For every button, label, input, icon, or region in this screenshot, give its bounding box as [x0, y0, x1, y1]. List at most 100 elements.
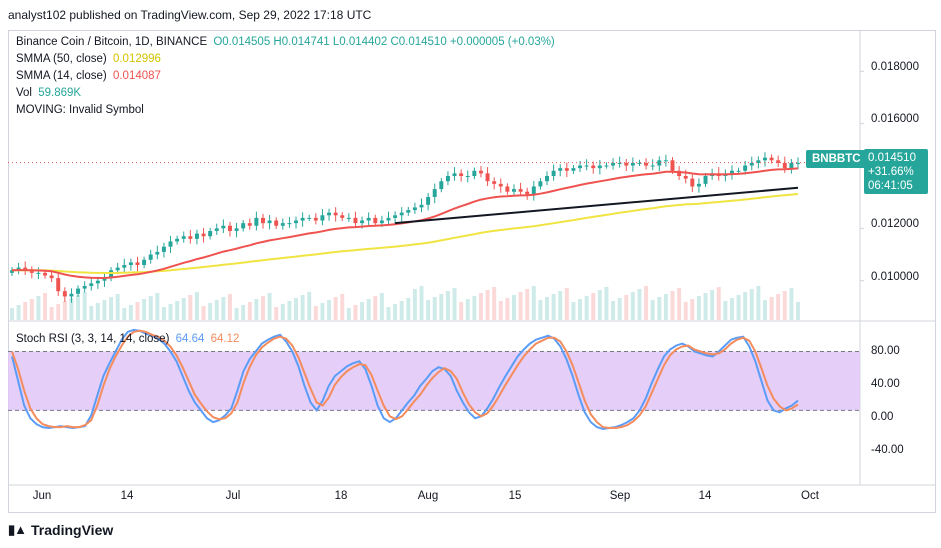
volume-bar: [505, 298, 510, 320]
candle-body: [261, 217, 265, 224]
candle-body: [221, 225, 226, 229]
candle-body: [227, 225, 232, 231]
volume-bar: [604, 287, 609, 320]
candle-body: [148, 254, 153, 260]
candle-body: [274, 220, 279, 226]
volume-bar: [287, 301, 292, 320]
volume-bar: [584, 296, 589, 320]
volume-bar: [459, 302, 464, 320]
volume-bar: [782, 291, 787, 320]
candle-body: [439, 181, 444, 190]
tradingview-logo[interactable]: ▮▲ TradingView: [8, 522, 113, 538]
candle-body: [796, 162, 800, 164]
vol-value: 59.869K: [38, 87, 82, 99]
candle-body: [201, 233, 206, 237]
volume-bar: [478, 293, 483, 320]
candle-body: [29, 270, 34, 273]
volume-bar: [564, 288, 569, 320]
chart-frame: [8, 30, 936, 513]
candle-body: [95, 280, 100, 284]
volume-bar: [710, 290, 715, 320]
candle-body: [254, 217, 259, 226]
candle-body: [459, 173, 464, 176]
volume-bar: [749, 289, 754, 320]
candle-body: [644, 162, 649, 166]
volume-bar: [241, 305, 246, 320]
volume-bar: [294, 298, 298, 320]
volume-bar: [161, 307, 166, 320]
x-tick-label: Sep: [609, 490, 631, 502]
legend-symbol-row: Binance Coin / Bitcoin, 1D, BINANCE O0.0…: [16, 36, 555, 48]
volume-bar: [531, 286, 536, 320]
volume-bar: [578, 299, 583, 320]
volume-bar: [300, 295, 305, 320]
volume-bar: [135, 302, 140, 320]
volume-bar: [10, 308, 14, 320]
volume-bar: [525, 289, 530, 320]
candle-body: [307, 217, 312, 219]
candle-body: [214, 228, 219, 231]
candle-body: [597, 165, 602, 169]
volume-bar: [657, 297, 662, 320]
candle-body: [657, 160, 662, 166]
stoch-d-value: 64.12: [210, 333, 240, 345]
stoch-y-tick-label: 80.00: [871, 345, 900, 357]
candle-body: [538, 181, 543, 187]
volume-bar: [36, 296, 41, 320]
candle-body: [109, 270, 114, 279]
volume-bar: [518, 292, 523, 320]
volume-bar: [201, 306, 206, 320]
candle-body: [505, 186, 510, 192]
volume-bar: [188, 295, 193, 320]
candle-body: [531, 186, 536, 195]
candle-body: [498, 183, 503, 187]
volume-bar: [234, 308, 239, 320]
candle-body: [729, 170, 734, 174]
symbol-label: Binance Coin / Bitcoin, 1D, BINANCE: [16, 36, 208, 48]
volume-bar: [280, 304, 285, 320]
candle-body: [241, 223, 246, 229]
volume-bar: [769, 297, 774, 320]
volume-bar: [452, 288, 457, 320]
volume-bar: [49, 307, 54, 320]
candle-body: [373, 217, 378, 224]
volume-bar: [353, 305, 358, 320]
candle-body: [406, 210, 411, 213]
volume-bar: [670, 291, 675, 320]
volume-bar: [465, 299, 470, 320]
volume-bar: [221, 297, 226, 320]
candle-body: [512, 189, 516, 192]
volume-bar: [340, 294, 345, 320]
candle-body: [564, 168, 569, 171]
candle-body: [320, 215, 325, 221]
candle-body: [419, 204, 424, 208]
candle-body: [578, 165, 583, 169]
x-tick-label: Jun: [32, 490, 52, 502]
volume-bar: [650, 300, 655, 320]
candle-body: [43, 272, 48, 276]
stoch-legend-row: Stoch RSI (3, 3, 14, 14, close) 64.64 64…: [16, 333, 239, 345]
candle-body: [604, 165, 609, 167]
candle-body: [128, 262, 133, 266]
ohlc-values: O0.014505 H0.014741 L0.014402 C0.014510 …: [213, 36, 555, 48]
candle-body: [102, 278, 107, 281]
volume-bar: [743, 292, 748, 320]
volume-bar: [432, 297, 437, 320]
volume-bar: [690, 299, 695, 320]
volume-bar: [29, 299, 34, 320]
stoch-y-tick-label: -40.00: [871, 444, 904, 456]
volume-bar: [591, 293, 596, 320]
candle-body: [155, 251, 160, 255]
volume-bar: [776, 294, 781, 320]
candle-body: [782, 162, 787, 169]
candle-body: [663, 160, 668, 162]
candle-body: [366, 217, 371, 221]
candle-body: [142, 259, 147, 266]
x-tick-label: 14: [120, 490, 134, 502]
stoch-band: [8, 351, 860, 411]
volume-bar: [723, 301, 728, 320]
candle-body: [208, 230, 213, 237]
candle-body: [696, 183, 701, 187]
candle-body: [267, 220, 272, 224]
